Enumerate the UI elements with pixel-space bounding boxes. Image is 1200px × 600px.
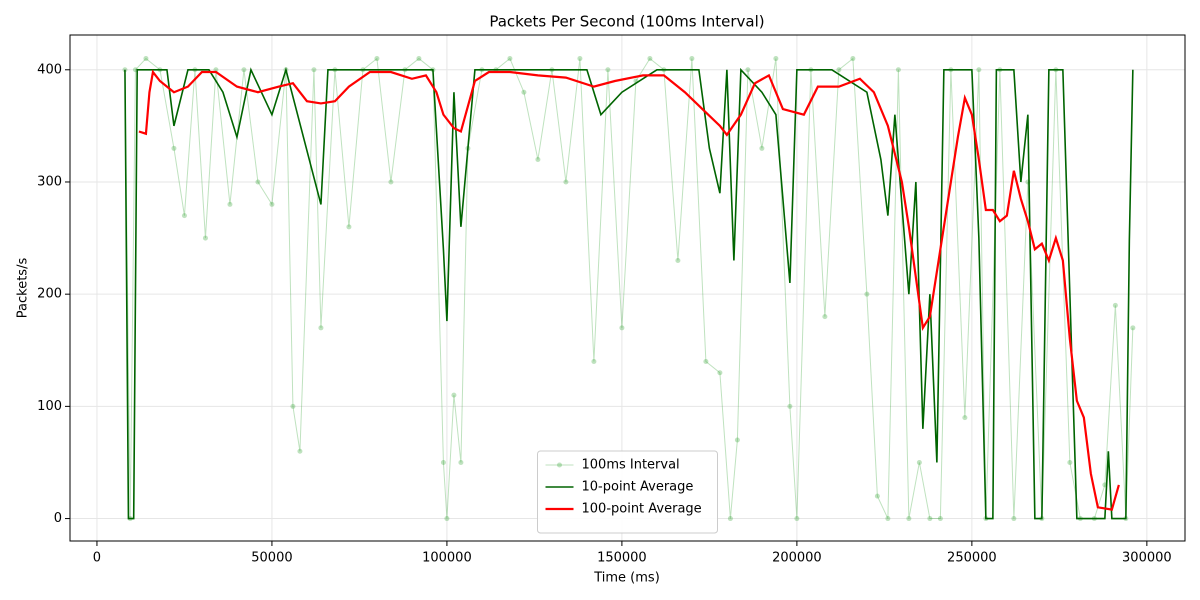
legend-label: 10-point Average	[582, 480, 694, 495]
y-tick-label: 0	[54, 511, 62, 526]
data-point	[416, 56, 422, 62]
data-point	[507, 56, 513, 62]
data-point	[563, 179, 569, 185]
series-line	[124, 66, 1134, 520]
data-point	[822, 314, 828, 320]
data-point	[850, 56, 856, 62]
data-point	[962, 415, 968, 421]
data-point	[318, 325, 324, 331]
data-point	[591, 358, 597, 364]
data-point	[927, 516, 933, 522]
data-point	[937, 516, 943, 522]
y-tick-label: 200	[37, 287, 62, 302]
data-point	[745, 67, 751, 73]
series-line	[138, 69, 1120, 511]
y-tick-label: 400	[37, 62, 62, 77]
data-point	[689, 56, 695, 62]
data-point	[1067, 459, 1073, 465]
data-point	[535, 157, 541, 163]
y-tick-label: 300	[37, 174, 62, 189]
x-tick-label: 100000	[422, 551, 472, 566]
data-point	[297, 448, 303, 454]
data-point	[458, 459, 464, 465]
x-tick-label: 250000	[947, 551, 997, 566]
data-point	[227, 201, 233, 207]
x-tick-label: 50000	[251, 551, 292, 566]
data-point	[143, 56, 149, 62]
legend-marker	[557, 462, 562, 468]
data-point	[619, 325, 625, 331]
data-point	[444, 516, 450, 522]
data-point	[895, 67, 901, 73]
x-tick-label: 200000	[772, 551, 822, 566]
data-point	[734, 437, 740, 443]
data-point	[794, 516, 800, 522]
data-point	[374, 56, 380, 62]
data-point	[311, 67, 317, 73]
data-point	[647, 56, 653, 62]
y-tick-label: 100	[37, 399, 62, 414]
series-line	[124, 57, 1134, 520]
data-point	[836, 67, 842, 73]
data-point	[241, 67, 247, 73]
x-tick-label: 300000	[1122, 551, 1172, 566]
data-point	[717, 370, 723, 376]
data-point	[388, 179, 394, 185]
data-point	[675, 258, 681, 264]
data-point	[1112, 302, 1118, 308]
data-point	[605, 67, 611, 73]
data-point	[577, 56, 583, 62]
legend-label: 100-point Average	[582, 502, 702, 517]
x-axis-label: Time (ms)	[593, 571, 660, 586]
data-point	[451, 392, 457, 398]
chart-title: Packets Per Second (100ms Interval)	[489, 13, 764, 31]
data-point	[521, 89, 527, 95]
legend: 100ms Interval 10-point Average 100-point …	[537, 450, 718, 534]
data-point	[255, 179, 261, 185]
data-point	[1130, 325, 1136, 331]
data-point	[703, 358, 709, 364]
axes-frame	[69, 34, 1186, 542]
data-point	[773, 56, 779, 62]
data-point	[906, 516, 912, 522]
data-point	[885, 516, 891, 522]
data-point	[290, 403, 296, 409]
data-point	[440, 459, 446, 465]
data-point	[759, 145, 765, 151]
plot-area	[122, 56, 1136, 522]
data-point	[202, 235, 208, 241]
data-point	[874, 493, 880, 499]
data-point	[727, 516, 733, 522]
legend-label: 100ms Interval	[582, 458, 680, 473]
data-point	[1011, 516, 1017, 522]
data-point	[269, 201, 275, 207]
x-tick-label: 150000	[597, 551, 647, 566]
data-point	[787, 403, 793, 409]
data-point	[916, 459, 922, 465]
y-axis-label: Packets/s	[16, 258, 31, 319]
data-point	[864, 291, 870, 297]
data-point	[976, 67, 982, 73]
data-point	[181, 213, 187, 219]
x-tick-label: 0	[93, 551, 101, 566]
data-point	[171, 145, 177, 151]
legend-box	[537, 450, 718, 534]
data-point	[346, 224, 352, 230]
